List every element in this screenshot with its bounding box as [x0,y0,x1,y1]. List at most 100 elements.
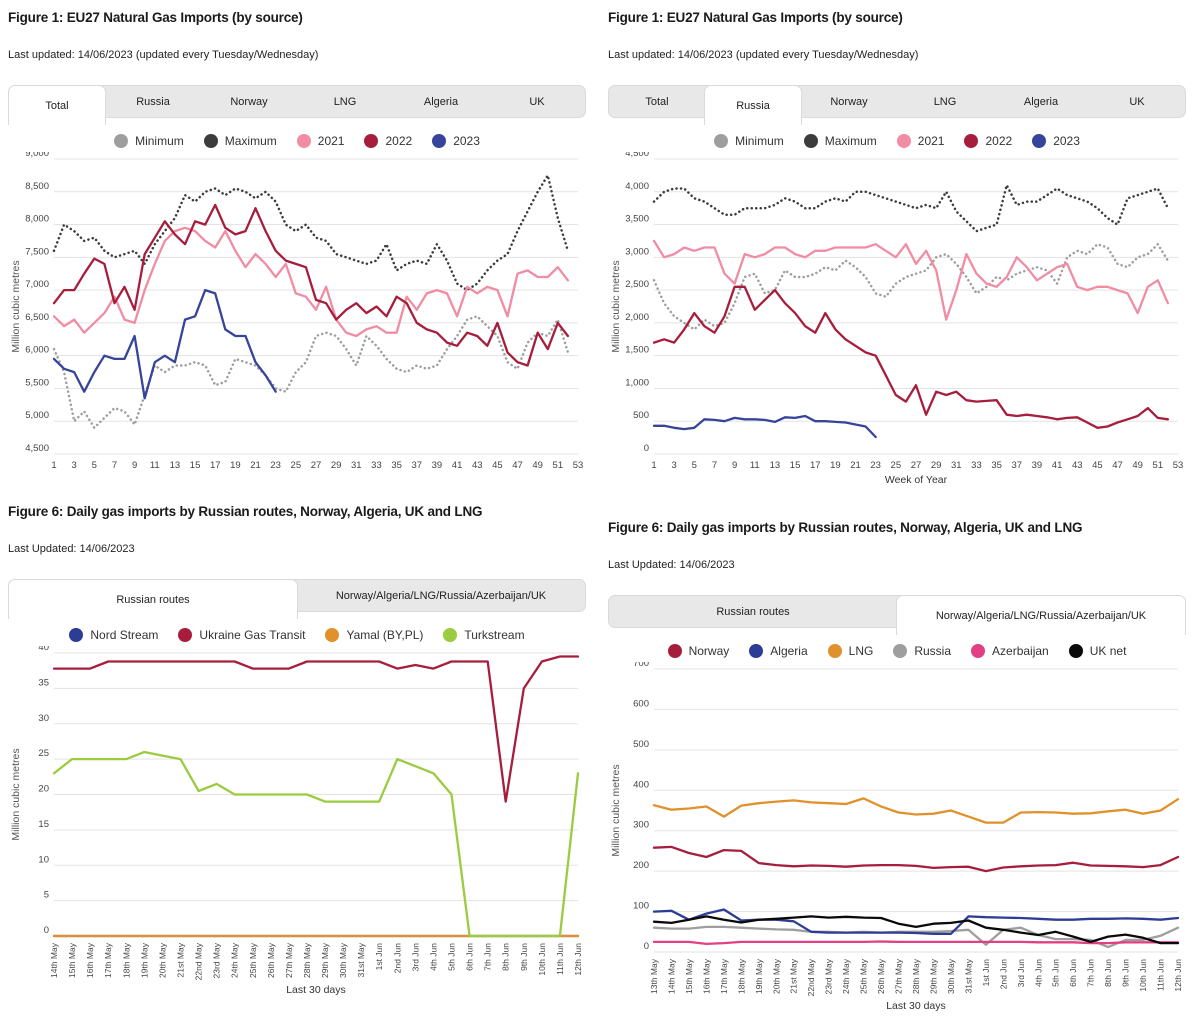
x-tick-label: 15th May [67,942,77,978]
tab-uk[interactable]: UK [529,95,545,108]
x-tick-label: 27 [911,460,922,471]
tab-lng[interactable]: LNG [333,95,357,108]
tab-lng[interactable]: LNG [933,95,957,108]
tab-uk[interactable]: UK [1129,95,1145,108]
x-tick-label: 10th Jun [1138,959,1148,992]
legend-label: 2022 [385,134,413,148]
tab-total[interactable]: Total [645,95,669,108]
legend-item-russia[interactable]: Russia [893,644,951,658]
x-tick-label: 27th May [894,958,904,994]
legend-dot [964,134,979,148]
tab-bar: Total Russia Norway LNG Algeria UK [8,85,586,125]
y-tick-label: 300 [633,820,649,831]
x-tick-label: 29th May [928,958,938,994]
x-tick-label: 47 [1112,460,1123,471]
legend-item-uk-net[interactable]: UK net [1068,644,1126,658]
x-tick-label: 26th May [876,958,886,994]
series-line-minimum [652,242,1170,331]
y-tick-label: 35 [38,677,49,688]
legend-item-maximum[interactable]: Maximum [803,134,877,148]
y-tick-label: 4,500 [625,152,649,159]
x-tick-label: 13 [170,460,181,471]
legend-item-2021[interactable]: 2021 [296,134,344,148]
legend-item-ukraine-gas-transit[interactable]: Ukraine Gas Transit [178,628,305,642]
series-line-ukraine-gas-transit [52,655,580,803]
series-line-maximum [652,183,1170,233]
y-tick-label: 40 [38,646,49,653]
tab-norway-algeria-lng-russia-azerbaijan-uk[interactable]: Norway/Algeria/LNG/Russia/Azerbaijan/UK [335,589,547,602]
y-tick-label: 200 [633,860,649,871]
legend-item-minimum[interactable]: Minimum [714,134,784,148]
tab-bar: Total Russia Norway LNG Algeria UK [608,85,1186,125]
last-updated-note: Last updated: 14/06/2023 (updated every … [608,49,919,61]
legend-item-nord-stream[interactable]: Nord Stream [69,628,158,642]
y-axis-title: Million cubic metres [610,260,622,352]
y-tick-label: 400 [633,779,649,790]
x-tick-label: 5th Jun [447,943,457,971]
tab-norway[interactable]: Norway [830,95,868,108]
tab-algeria[interactable]: Algeria [423,95,459,108]
x-tick-label: 8th Jun [501,943,511,971]
legend-item-minimum[interactable]: Minimum [114,134,184,148]
legend-label: Azerbaijan [992,644,1049,658]
x-tick-label: 7th Jun [483,943,493,971]
y-tick-label: 6,000 [25,345,49,356]
legend-dot [296,134,311,148]
figure-title: Figure 6: Daily gas imports by Russian r… [8,504,483,519]
legend-item-norway[interactable]: Norway [667,644,729,658]
y-tick-label: 5 [44,890,49,901]
tab-norway[interactable]: Norway [230,95,268,108]
tab-total[interactable]: Total [8,85,106,125]
legend-dot [749,644,764,658]
legend-label: Ukraine Gas Transit [199,628,306,642]
x-tick-label: 25th May [859,958,869,994]
legend-item-2023[interactable]: 2023 [432,134,480,148]
x-tick-label: 25th May [248,942,258,978]
series-line-turkstream [52,750,580,938]
tab-russia[interactable]: Russia [704,85,802,125]
legend-item-algeria[interactable]: Algeria [749,644,808,658]
legend-dot [893,644,908,658]
legend-item-2022[interactable]: 2022 [964,134,1012,148]
legend-item-2022[interactable]: 2022 [364,134,412,148]
x-tick-label: 35 [391,460,402,471]
right-column: Figure 1: EU27 Natural Gas Imports (by s… [608,4,1186,1014]
y-tick-label: 7,500 [25,246,49,257]
figure-title: Figure 1: EU27 Natural Gas Imports (by s… [608,10,903,25]
legend-item-lng[interactable]: LNG [827,644,873,658]
tab-russian-routes[interactable]: Russian routes [8,579,298,619]
x-tick-label: 29 [331,460,342,471]
series-line-2022 [652,285,1170,429]
legend-item-yamal-by-pl-[interactable]: Yamal (BY,PL) [325,628,423,642]
legend-dot [803,134,818,148]
legend-item-2023[interactable]: 2023 [1032,134,1080,148]
x-tick-label: 17 [210,460,221,471]
x-tick-label: 25 [291,460,302,471]
series-line-2022 [52,203,570,367]
y-tick-label: 2,000 [625,312,649,323]
legend-dot [443,628,458,642]
x-tick-label: 11th Jun [555,943,565,975]
x-tick-label: 45 [1092,460,1103,471]
x-tick-label: 6th Jun [465,943,475,971]
x-tick-label: 43 [472,460,483,471]
tab-russian-routes[interactable]: Russian routes [716,605,790,618]
series-line-lng [652,797,1180,824]
y-tick-label: 15 [38,819,49,830]
x-tick-label: 1 [51,460,56,471]
legend-item-maximum[interactable]: Maximum [203,134,277,148]
legend-item-turkstream[interactable]: Turkstream [443,628,525,642]
legend-label: Turkstream [464,628,525,642]
tab-russia[interactable]: Russia [136,95,170,108]
legend-dot [432,134,447,148]
tab-algeria[interactable]: Algeria [1023,95,1059,108]
x-tick-label: 26th May [266,942,276,978]
x-tick-label: 2nd Jun [998,959,1008,990]
tab-norway-algeria-lng-russia-azerbaijan-uk[interactable]: Norway/Algeria/LNG/Russia/Azerbaijan/UK [896,595,1186,635]
x-tick-label: 18th May [736,958,746,994]
panel-fig6-russian-routes: Figure 6: Daily gas imports by Russian r… [8,498,586,998]
legend-item-azerbaijan[interactable]: Azerbaijan [971,644,1049,658]
tab-bar: Russian routes Norway/Algeria/LNG/Russia/… [8,579,586,619]
legend-item-2021[interactable]: 2021 [896,134,944,148]
x-tick-label: 4th Jun [428,943,438,971]
